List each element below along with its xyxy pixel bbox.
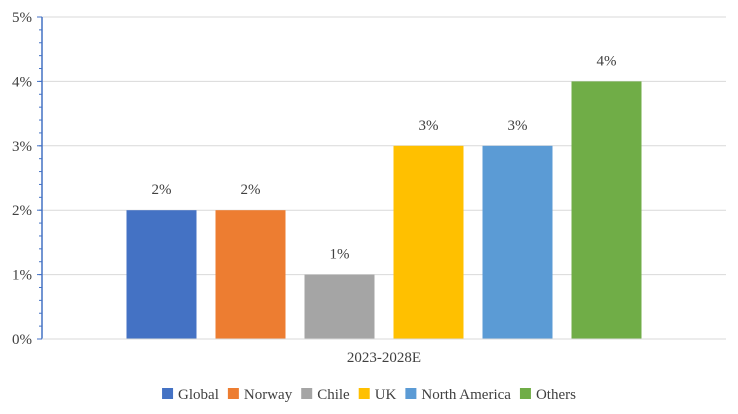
legend-swatch (405, 388, 417, 399)
legend-item-others: Others (519, 387, 576, 403)
bars (126, 81, 642, 340)
legend-swatch (162, 388, 174, 399)
y-tick-label: 5% (12, 10, 32, 26)
data-labels: 2% 2% 1% 3% 3% 4% (152, 53, 617, 262)
data-label: 3% (419, 118, 439, 134)
legend-swatch (301, 388, 313, 399)
y-axis: 0% 1% 2% 3% 4% 5% (12, 10, 43, 348)
bar-global (126, 210, 197, 339)
x-category-label: 2023-2028E (347, 350, 421, 366)
legend: Global Norway Chile UK North America Others (162, 387, 576, 403)
data-label: 4% (597, 53, 617, 69)
y-tick-label: 2% (12, 203, 32, 219)
legend-swatch (519, 388, 531, 399)
data-label: 2% (241, 182, 261, 198)
bar-norway (215, 210, 286, 339)
bar-others (571, 81, 642, 340)
y-tick-label: 0% (12, 332, 32, 348)
legend-label: Global (178, 387, 219, 403)
y-tick-label: 3% (12, 139, 32, 155)
legend-item-chile: Chile (301, 387, 350, 403)
bar-uk (393, 145, 464, 339)
legend-item-uk: UK (358, 387, 397, 403)
x-axis: 2023-2028E (42, 338, 726, 366)
legend-item-north-america: North America (405, 387, 511, 403)
legend-label: Others (536, 387, 576, 403)
legend-item-global: Global (162, 387, 219, 403)
legend-label: UK (375, 387, 397, 403)
bar-chile (304, 274, 375, 339)
legend-label: Norway (244, 387, 293, 403)
data-label: 3% (508, 118, 528, 134)
legend-label: Chile (317, 387, 350, 403)
data-label: 1% (330, 247, 350, 263)
legend-swatch (358, 388, 370, 399)
legend-item-norway: Norway (227, 387, 293, 403)
y-tick-label: 1% (12, 268, 32, 284)
bar-north-america (482, 145, 553, 339)
legend-label: North America (421, 387, 511, 403)
legend-swatch (227, 388, 239, 399)
data-label: 2% (152, 182, 172, 198)
y-tick-label: 4% (12, 74, 32, 90)
